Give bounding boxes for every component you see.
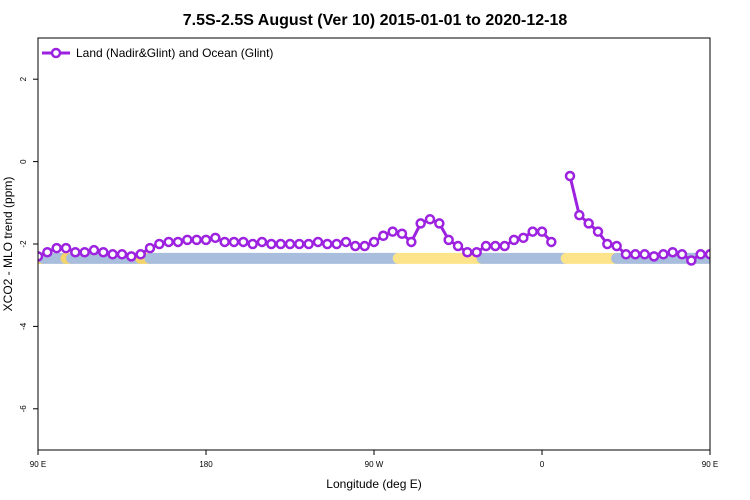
- data-point: [490, 240, 501, 252]
- data-point: [228, 236, 240, 248]
- data-point: [322, 238, 333, 250]
- data-point: [434, 218, 445, 229]
- legend: Land (Nadir&Glint) and Ocean (Glint): [42, 46, 273, 60]
- data-point: [695, 249, 706, 260]
- data-point: [303, 238, 314, 250]
- data-point: [247, 238, 258, 250]
- y-tick-label: 0: [19, 159, 28, 164]
- data-point: [238, 236, 249, 248]
- x-tick-label: 90 E: [30, 460, 46, 469]
- data-point: [60, 242, 72, 254]
- data-point: [191, 234, 202, 246]
- data-point: [144, 242, 156, 254]
- data-point: [340, 236, 352, 248]
- data-point: [452, 240, 464, 252]
- data-point: [98, 246, 109, 258]
- data-point: [210, 232, 221, 244]
- data-point: [126, 251, 137, 262]
- x-axis-label: Longitude (deg E): [326, 477, 421, 491]
- data-point: [499, 240, 510, 252]
- x-tick-label: 90 W: [365, 460, 384, 469]
- y-tick-label: -4: [19, 322, 28, 330]
- x-axis: 90 E 180 90 W 0 90 E: [30, 450, 718, 469]
- data-point: [546, 236, 557, 248]
- data-point: [639, 249, 650, 260]
- data-point: [536, 226, 548, 237]
- data-point: [88, 244, 100, 256]
- data-point: [583, 218, 594, 229]
- data-point: [79, 246, 90, 258]
- data-point: [725, 244, 733, 252]
- data-point: [676, 249, 688, 260]
- data-point: [42, 246, 53, 258]
- data-point: [602, 238, 613, 250]
- data-point: [154, 238, 165, 250]
- data-point: [462, 246, 473, 258]
- x-tick-label: 0: [540, 460, 545, 469]
- data-point: [331, 238, 342, 250]
- data-point: [275, 238, 286, 250]
- data-point: [743, 248, 750, 256]
- legend-marker-icon: [50, 47, 62, 59]
- data-point: [630, 249, 641, 260]
- legend-label: Land (Nadir&Glint) and Ocean (Glint): [76, 46, 273, 60]
- data-point: [396, 228, 408, 239]
- data-point: [527, 226, 538, 237]
- x-tick-label: 180: [199, 460, 213, 469]
- data-point: [368, 236, 380, 248]
- data-point: [715, 248, 723, 256]
- data-point: [620, 249, 632, 260]
- data-point: [107, 249, 118, 260]
- data-point: [200, 234, 212, 246]
- data-point: [592, 226, 604, 237]
- y-tick-label: -6: [19, 405, 28, 413]
- chart-title: 7.5S-2.5S August (Ver 10) 2015-01-01 to …: [183, 12, 568, 29]
- data-point: [734, 244, 742, 252]
- data-point: [116, 249, 128, 260]
- data-point: [686, 255, 697, 266]
- data-point: [564, 170, 576, 182]
- data-point: [172, 236, 184, 248]
- data-point: [471, 246, 482, 258]
- data-point: [359, 240, 370, 252]
- data-point: [350, 240, 361, 252]
- data-point: [284, 238, 296, 250]
- data-point: [508, 234, 520, 246]
- series-layer: [38, 170, 750, 266]
- data-point: [704, 249, 710, 260]
- y-tick-label: 2: [19, 76, 28, 81]
- data-point: [574, 209, 585, 221]
- y-axis: 2 0 -2 -4 -6: [19, 76, 38, 412]
- x-tick-label: 90 E: [702, 460, 718, 469]
- data-point: [256, 236, 268, 248]
- y-tick-label: -2: [19, 240, 28, 248]
- data-point: [312, 236, 324, 248]
- data-point: [38, 251, 44, 262]
- series-line: [568, 175, 710, 263]
- data-point: [424, 214, 436, 225]
- data-point: [667, 246, 678, 258]
- data-point: [611, 240, 622, 252]
- data-point: [70, 246, 81, 258]
- y-axis-label: XCO2 - MLO trend (ppm): [1, 177, 15, 312]
- data-point: [415, 218, 426, 229]
- data-point: [518, 232, 529, 244]
- data-point: [163, 236, 174, 248]
- data-point: [266, 238, 277, 250]
- data-point: [135, 249, 146, 260]
- data-point: [294, 238, 305, 250]
- data-point: [387, 226, 398, 237]
- data-point: [182, 234, 193, 246]
- data-point: [51, 242, 62, 254]
- data-point: [648, 251, 660, 262]
- data-point: [406, 236, 417, 248]
- data-point: [219, 236, 230, 248]
- data-point: [480, 240, 492, 252]
- data-point: [443, 234, 454, 246]
- data-point: [378, 230, 389, 242]
- data-point: [658, 249, 669, 260]
